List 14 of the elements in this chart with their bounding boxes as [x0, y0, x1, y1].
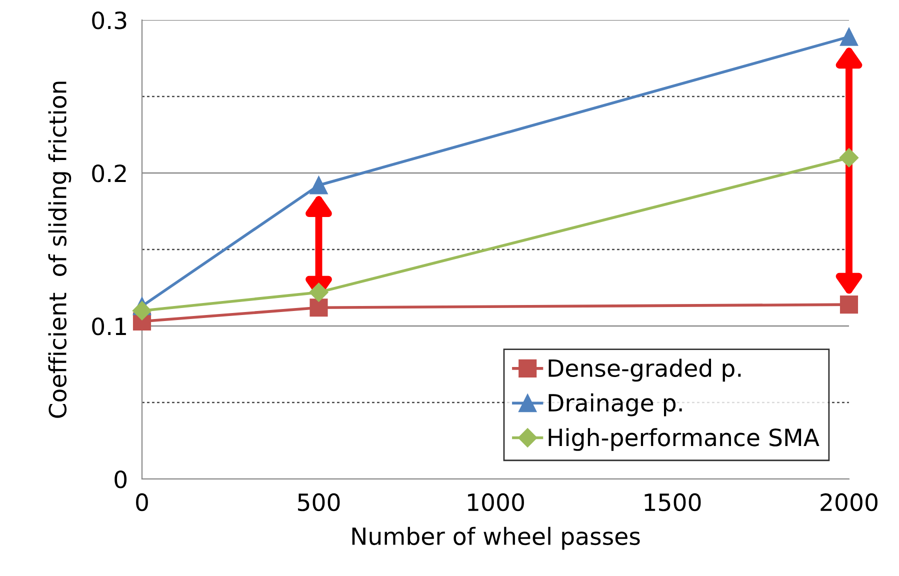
y-tick-label: 0.1 — [92, 317, 126, 336]
x-tick-label: 2000 — [820, 493, 878, 512]
x-axis-title: Number of wheel passes — [352, 526, 640, 550]
y-tick-label: 0 — [114, 470, 127, 488]
legend-label: High-performance SMA — [548, 428, 820, 451]
y-axis-title: Coefficient of sliding friction — [48, 82, 72, 418]
x-tick-label: 0 — [136, 493, 148, 512]
y-tick-label: 0.2 — [92, 164, 126, 182]
legend-label: Dense-graded p. — [548, 358, 741, 382]
x-tick-label: 1500 — [644, 493, 701, 512]
y-tick-label: 0.3 — [92, 11, 126, 30]
x-tick-label: 1000 — [468, 493, 524, 512]
legend-label: Drainage p. — [548, 393, 682, 416]
x-tick-label: 500 — [298, 493, 340, 512]
